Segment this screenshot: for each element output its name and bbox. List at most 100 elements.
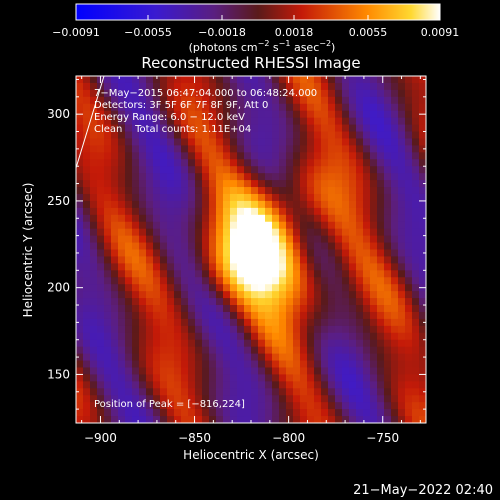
heatmap-cell bbox=[258, 207, 266, 216]
heatmap-cell bbox=[398, 131, 406, 140]
heatmap-cell bbox=[167, 325, 175, 334]
heatmap-cell bbox=[419, 346, 426, 355]
heatmap-cell bbox=[146, 256, 154, 264]
heatmap-cell bbox=[118, 228, 126, 237]
heatmap-cell bbox=[83, 409, 91, 417]
heatmap-cell bbox=[76, 145, 84, 153]
y-axis-label: Heliocentric Y (arcsec) bbox=[21, 183, 35, 318]
heatmap-cell bbox=[314, 214, 322, 223]
heatmap-cell bbox=[153, 82, 161, 91]
heatmap-cell bbox=[356, 200, 364, 209]
heatmap-cell bbox=[419, 388, 426, 396]
heatmap-cell bbox=[419, 193, 426, 202]
heatmap-cell bbox=[104, 124, 112, 133]
heatmap-cell bbox=[202, 152, 210, 160]
heatmap-cell bbox=[125, 131, 133, 140]
heatmap-cell bbox=[419, 180, 426, 188]
heatmap-cell bbox=[251, 263, 259, 271]
heatmap-cell bbox=[251, 284, 259, 292]
heatmap-cell bbox=[251, 409, 259, 417]
heatmap-cell bbox=[90, 388, 98, 396]
heatmap-cell bbox=[160, 152, 168, 160]
heatmap-cell bbox=[153, 270, 161, 278]
heatmap-cell bbox=[265, 193, 273, 202]
heatmap-cell bbox=[293, 270, 301, 278]
heatmap-cell bbox=[328, 388, 336, 396]
heatmap-cell bbox=[223, 82, 231, 91]
heatmap-cell bbox=[419, 256, 426, 264]
heatmap-cell bbox=[412, 339, 420, 348]
heatmap-cell bbox=[384, 103, 392, 112]
heatmap-cell bbox=[76, 207, 84, 216]
heatmap-cell bbox=[223, 214, 231, 223]
heatmap-cell bbox=[412, 200, 420, 209]
heatmap-cell bbox=[419, 277, 426, 285]
heatmap-cell bbox=[300, 214, 308, 223]
heatmap-cell bbox=[363, 200, 371, 209]
heatmap-cell bbox=[202, 187, 210, 195]
heatmap-cell bbox=[363, 311, 371, 320]
heatmap-cell bbox=[216, 145, 224, 153]
heatmap-cell bbox=[391, 291, 399, 299]
heatmap-cell bbox=[356, 353, 364, 362]
heatmap-cell bbox=[300, 332, 308, 341]
heatmap-cell bbox=[139, 339, 147, 348]
heatmap-cell bbox=[118, 117, 126, 126]
heatmap-cell bbox=[314, 305, 322, 313]
heatmap-cell bbox=[237, 284, 245, 292]
heatmap-cell bbox=[370, 402, 378, 410]
heatmap-cell bbox=[251, 388, 259, 396]
heatmap-cell bbox=[265, 284, 273, 292]
heatmap-cell bbox=[76, 367, 84, 376]
heatmap-cell bbox=[391, 395, 399, 403]
heatmap-cell bbox=[405, 221, 413, 230]
heatmap-cell bbox=[328, 409, 336, 417]
heatmap-cell bbox=[349, 76, 357, 84]
heatmap-cell bbox=[195, 76, 203, 84]
heatmap-cell bbox=[377, 332, 385, 341]
heatmap-cell bbox=[104, 96, 112, 105]
heatmap-cell bbox=[419, 145, 426, 153]
x-tick-label: −750 bbox=[366, 431, 399, 445]
heatmap-cell bbox=[293, 138, 301, 146]
heatmap-cell bbox=[314, 159, 322, 167]
heatmap-cell bbox=[111, 325, 119, 334]
heatmap-cell bbox=[286, 318, 294, 327]
heatmap-cell bbox=[286, 360, 294, 369]
heatmap-cell bbox=[83, 228, 91, 237]
heatmap-cell bbox=[160, 256, 168, 264]
heatmap-cell bbox=[237, 76, 245, 84]
heatmap-cell bbox=[223, 159, 231, 167]
heatmap-cell bbox=[335, 89, 343, 98]
heatmap-cell bbox=[251, 298, 259, 306]
heatmap-cell bbox=[132, 242, 140, 251]
heatmap-cell bbox=[209, 305, 217, 313]
heatmap-cell bbox=[405, 360, 413, 369]
heatmap-cell bbox=[412, 367, 420, 376]
heatmap-cell bbox=[286, 367, 294, 376]
heatmap-cell bbox=[104, 117, 112, 126]
heatmap-cell bbox=[244, 353, 252, 362]
heatmap-cell bbox=[209, 180, 217, 188]
heatmap-cell bbox=[132, 353, 140, 362]
heatmap-cell bbox=[118, 284, 126, 292]
heatmap-cell bbox=[223, 145, 231, 153]
heatmap-cell bbox=[370, 305, 378, 313]
heatmap-cell bbox=[104, 145, 112, 153]
heatmap-cell bbox=[272, 325, 280, 334]
heatmap-cell bbox=[195, 103, 203, 112]
heatmap-cell bbox=[202, 305, 210, 313]
heatmap-cell bbox=[118, 305, 126, 313]
heatmap-cell bbox=[167, 152, 175, 160]
heatmap-cell bbox=[174, 263, 182, 271]
heatmap-cell bbox=[146, 193, 154, 202]
heatmap-cell bbox=[90, 298, 98, 306]
heatmap-cell bbox=[272, 221, 280, 230]
heatmap-cell bbox=[202, 388, 210, 396]
heatmap-cell bbox=[370, 187, 378, 195]
heatmap-cell bbox=[118, 235, 126, 244]
heatmap-cell bbox=[139, 96, 147, 105]
heatmap-cell bbox=[419, 221, 426, 230]
heatmap-cell bbox=[265, 360, 273, 369]
heatmap-cell bbox=[405, 402, 413, 410]
